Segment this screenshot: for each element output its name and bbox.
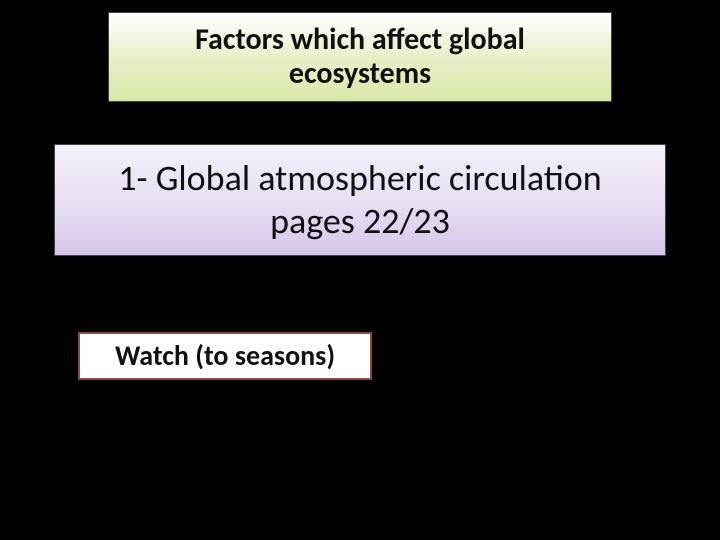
watch-link-box[interactable]: Watch (to seasons)	[78, 332, 372, 380]
subtitle-text: 1- Global atmospheric circulation pages …	[75, 157, 645, 243]
subtitle-box: 1- Global atmospheric circulation pages …	[54, 144, 666, 256]
watch-link-text: Watch (to seasons)	[115, 341, 335, 372]
title-box: Factors which affect global ecosystems	[108, 12, 612, 102]
title-text: Factors which affect global ecosystems	[123, 23, 597, 92]
